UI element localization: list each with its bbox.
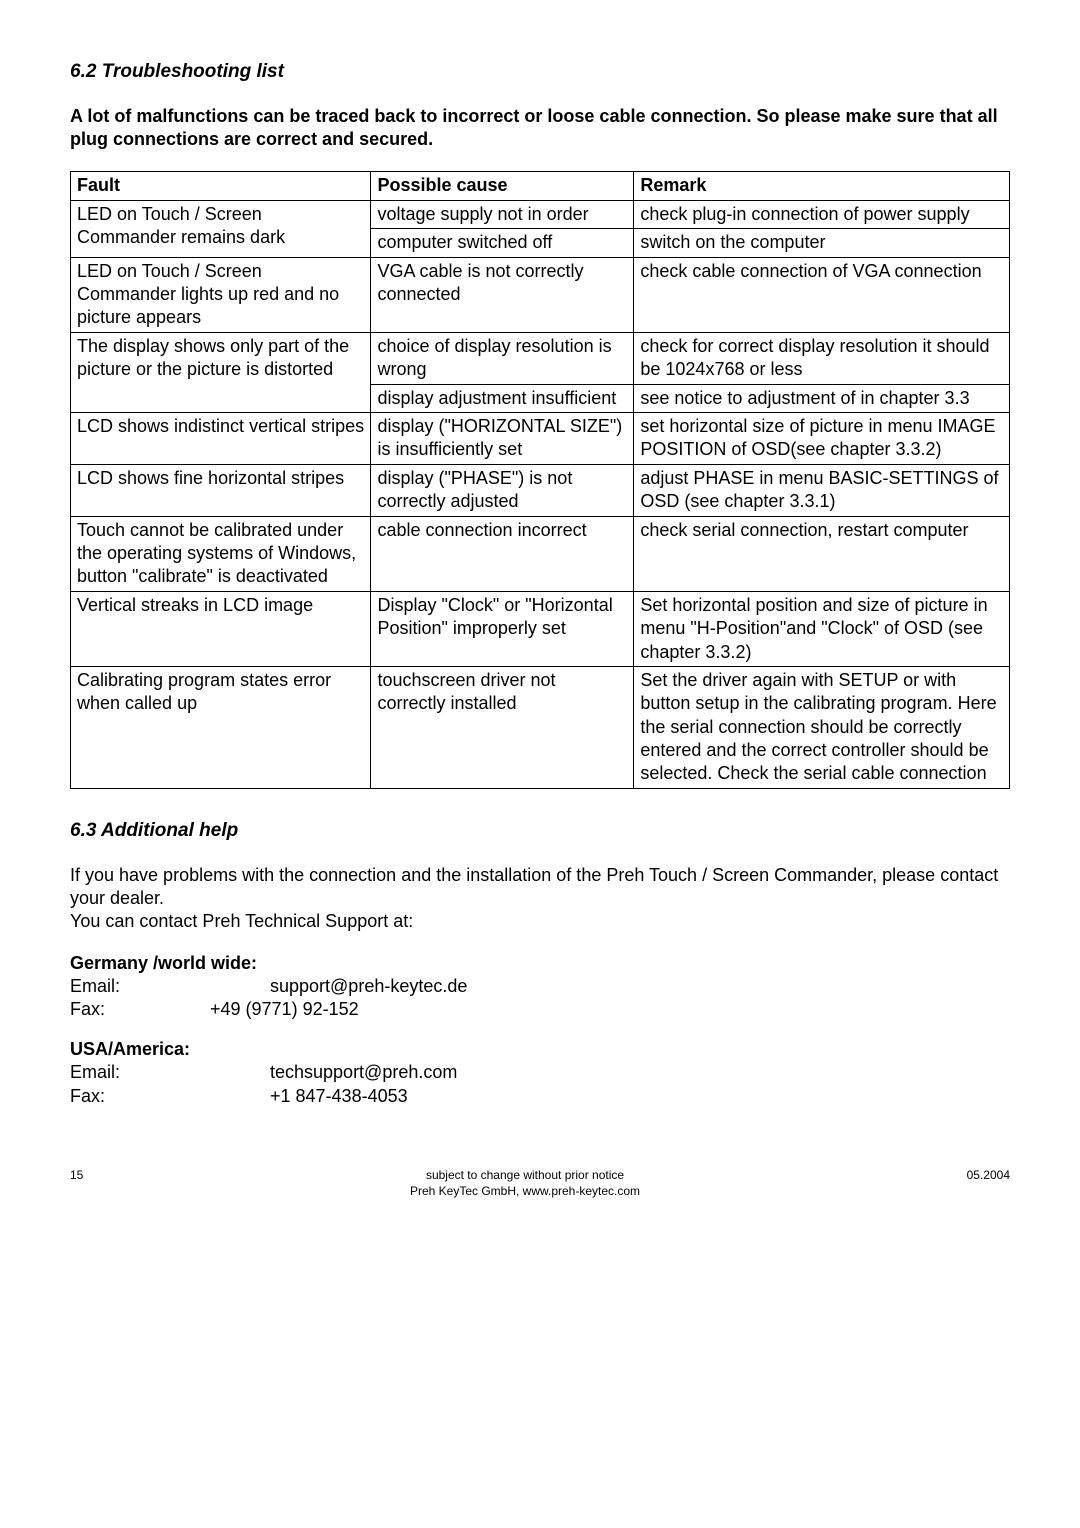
cell-cause: cable connection incorrect bbox=[371, 516, 634, 591]
cell-fault: LCD shows indistinct vertical stripes bbox=[71, 412, 371, 464]
cell-remark: Set horizontal position and size of pict… bbox=[634, 591, 1010, 666]
contact-usa-title: USA/America: bbox=[70, 1038, 1010, 1061]
footer-page-number: 15 bbox=[70, 1168, 120, 1184]
cell-fault: Touch cannot be calibrated under the ope… bbox=[71, 516, 371, 591]
header-fault: Fault bbox=[71, 172, 371, 200]
contact-email: techsupport@preh.com bbox=[210, 1061, 457, 1084]
cell-cause: Display "Clock" or "Horizontal Position"… bbox=[371, 591, 634, 666]
footer-center: subject to change without prior notice P… bbox=[120, 1168, 930, 1199]
cell-cause: display ("HORIZONTAL SIZE") is insuffici… bbox=[371, 412, 634, 464]
contact-row: Fax: +1 847-438-4053 bbox=[70, 1085, 1010, 1108]
cell-fault: LED on Touch / Screen Commander lights u… bbox=[71, 257, 371, 332]
additional-help-text: If you have problems with the connection… bbox=[70, 864, 1010, 934]
header-remark: Remark bbox=[634, 172, 1010, 200]
table-row: Vertical streaks in LCD image Display "C… bbox=[71, 591, 1010, 666]
contact-fax: +1 847-438-4053 bbox=[210, 1085, 408, 1108]
cell-remark: adjust PHASE in menu BASIC-SETTINGS of O… bbox=[634, 464, 1010, 516]
page-footer: 15 subject to change without prior notic… bbox=[70, 1168, 1010, 1199]
table-row: LCD shows indistinct vertical stripes di… bbox=[71, 412, 1010, 464]
contact-fax-label: Fax: bbox=[70, 998, 210, 1021]
table-row: The display shows only part of the pictu… bbox=[71, 332, 1010, 384]
cell-remark: check for correct display resolution it … bbox=[634, 332, 1010, 384]
cell-cause: display adjustment insufficient bbox=[371, 384, 634, 412]
contact-email-label: Email: bbox=[70, 1061, 210, 1084]
cell-remark: see notice to adjustment of in chapter 3… bbox=[634, 384, 1010, 412]
cell-cause: touchscreen driver not correctly install… bbox=[371, 666, 634, 788]
footer-center-line2: Preh KeyTec GmbH, www.preh-keytec.com bbox=[120, 1184, 930, 1200]
cell-cause: display ("PHASE") is not correctly adjus… bbox=[371, 464, 634, 516]
section-heading-62: 6.2 Troubleshooting list bbox=[70, 60, 1010, 85]
contact-germany-title: Germany /world wide: bbox=[70, 952, 1010, 975]
footer-date: 05.2004 bbox=[930, 1168, 1010, 1184]
table-header-row: Fault Possible cause Remark bbox=[71, 172, 1010, 200]
cell-fault: LCD shows fine horizontal stripes bbox=[71, 464, 371, 516]
contact-row: Fax: +49 (9771) 92-152 bbox=[70, 998, 1010, 1021]
contact-row: Email: techsupport@preh.com bbox=[70, 1061, 1010, 1084]
contact-fax-label: Fax: bbox=[70, 1085, 210, 1108]
cell-remark: set horizontal size of picture in menu I… bbox=[634, 412, 1010, 464]
contact-row: Email: support@preh-keytec.de bbox=[70, 975, 1010, 998]
cell-remark: check plug-in connection of power supply bbox=[634, 200, 1010, 228]
cell-fault: Calibrating program states error when ca… bbox=[71, 666, 371, 788]
cell-remark: switch on the computer bbox=[634, 229, 1010, 257]
cell-fault: LED on Touch / Screen Commander remains … bbox=[71, 200, 371, 257]
section-heading-63: 6.3 Additional help bbox=[70, 819, 1010, 844]
cell-fault: The display shows only part of the pictu… bbox=[71, 332, 371, 412]
table-row: Calibrating program states error when ca… bbox=[71, 666, 1010, 788]
cell-fault: Vertical streaks in LCD image bbox=[71, 591, 371, 666]
table-row: LED on Touch / Screen Commander lights u… bbox=[71, 257, 1010, 332]
intro-text: A lot of malfunctions can be traced back… bbox=[70, 105, 1010, 152]
table-row: LED on Touch / Screen Commander remains … bbox=[71, 200, 1010, 228]
cell-remark: Set the driver again with SETUP or with … bbox=[634, 666, 1010, 788]
table-row: Touch cannot be calibrated under the ope… bbox=[71, 516, 1010, 591]
troubleshooting-table: Fault Possible cause Remark LED on Touch… bbox=[70, 171, 1010, 788]
cell-remark: check cable connection of VGA connection bbox=[634, 257, 1010, 332]
cell-remark: check serial connection, restart compute… bbox=[634, 516, 1010, 591]
cell-cause: voltage supply not in order bbox=[371, 200, 634, 228]
cell-cause: VGA cable is not correctly connected bbox=[371, 257, 634, 332]
contact-germany: Germany /world wide: Email: support@preh… bbox=[70, 952, 1010, 1022]
cell-cause: computer switched off bbox=[371, 229, 634, 257]
contact-usa: USA/America: Email: techsupport@preh.com… bbox=[70, 1038, 1010, 1108]
contact-fax: +49 (9771) 92-152 bbox=[210, 998, 359, 1021]
contact-email-label: Email: bbox=[70, 975, 210, 998]
footer-center-line1: subject to change without prior notice bbox=[120, 1168, 930, 1184]
table-row: LCD shows fine horizontal stripes displa… bbox=[71, 464, 1010, 516]
cell-cause: choice of display resolution is wrong bbox=[371, 332, 634, 384]
contact-email: support@preh-keytec.de bbox=[210, 975, 467, 998]
header-cause: Possible cause bbox=[371, 172, 634, 200]
